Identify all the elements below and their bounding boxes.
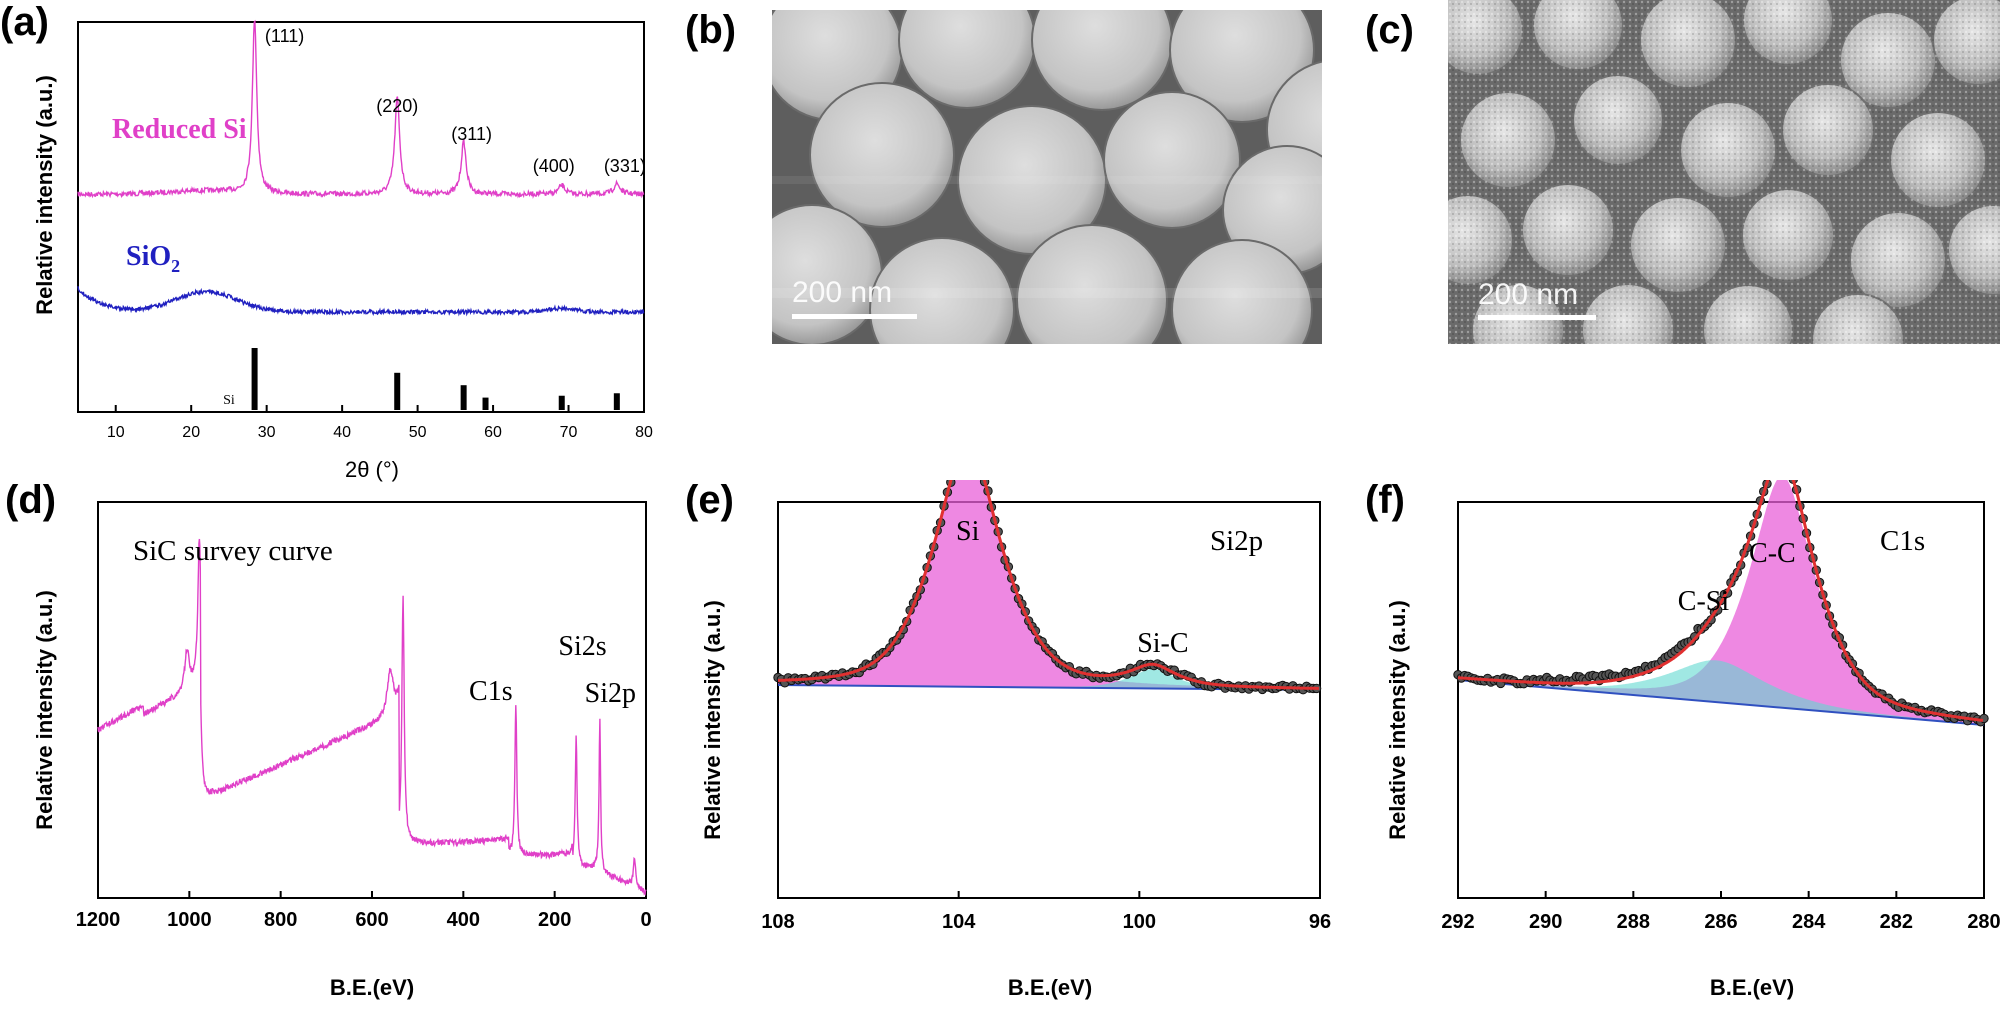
f-plot-tick-label: 286: [1704, 911, 1737, 933]
panel-letter-f: (f): [1365, 478, 1405, 522]
d-peak-annotation: Si2p: [585, 678, 636, 709]
a-tick-label: 80: [635, 424, 653, 441]
f-xlabel: B.E.(eV): [1710, 975, 1794, 1000]
f-plot-tick-label: 290: [1529, 911, 1562, 933]
a-reference-stick: [460, 385, 467, 410]
e-plot-tick-label: 104: [942, 911, 976, 933]
d-peak-annotation: Si2s: [558, 631, 606, 662]
a-tick-label: 50: [409, 424, 427, 441]
f-plot-tick-label: 288: [1617, 911, 1650, 933]
panel-letter-b: (b): [685, 8, 737, 52]
panel-letter-c: (c): [1365, 8, 1414, 52]
e-plot-component-sic: [778, 669, 1320, 690]
chart-a-xrd: 10 20 30 40 50 60 70 80 (111) (220) (311) (400) (331…: [32, 19, 653, 482]
a-xlabel: 2θ (°): [345, 457, 399, 482]
a-reference-stick: [482, 397, 489, 410]
a-series-sio2: [77, 286, 645, 317]
sem-c-spheres: [1448, 0, 2000, 344]
d-ylabel: Relative intensity (a.u.): [32, 590, 57, 830]
e-plot-frame: [777, 501, 1321, 899]
a-tick-label: 70: [560, 424, 578, 441]
a-legend-reduced: Reduced Si: [112, 114, 247, 145]
chart-e-si2p: 108 104 100 96 Si Si-C Relative intensity (a.…: [700, 480, 1331, 1000]
e-plot-envelope-fit: [777, 480, 1319, 690]
panel-letter-e: (e): [685, 478, 734, 522]
a-tick-label: 60: [484, 424, 502, 441]
a-peak-label: (400): [533, 156, 575, 176]
e-title: Si2p: [1210, 525, 1263, 557]
a-tick-label: 20: [182, 424, 200, 441]
a-reference-stick: [394, 372, 401, 410]
a-ylabel: Relative intensity (a.u.): [32, 75, 57, 315]
chart-f-c1s: 292 290 288 286 284 282 280 C-C C-Si Relative in…: [1385, 480, 2000, 1000]
a-reference-stick: [251, 348, 258, 410]
sem-b-spheres: [772, 10, 1322, 344]
f-plot-component-csi: [1458, 660, 1984, 725]
d-xlabel: B.E.(eV): [330, 975, 414, 1000]
e-plot-tick-label: 108: [761, 911, 794, 933]
sem-c-scale-bar: [1478, 315, 1596, 320]
sem-b-scale-bar: [792, 314, 917, 319]
a-peak-label: (311): [451, 124, 492, 144]
a-reference-label: Si: [223, 393, 235, 408]
a-legend-sio2: SiO2: [126, 241, 180, 276]
a-reference-stick: [558, 395, 565, 410]
d-tick-label: 200: [538, 909, 571, 931]
sem-c-scale-label: 200 nm: [1478, 278, 1579, 311]
f-plot-peak-annotation: C-C: [1749, 538, 1796, 569]
d-tick-label: 0: [640, 909, 651, 931]
e-xlabel: B.E.(eV): [1008, 975, 1092, 1000]
a-tick-label: 30: [258, 424, 276, 441]
d-tick-label: 600: [355, 909, 388, 931]
e-plot-tick-label: 100: [1123, 911, 1156, 933]
d-series-survey: [97, 538, 647, 897]
d-tick-label: 800: [264, 909, 297, 931]
chart-d-survey: 1200 1000 800 600 400 200 0 C1s Si2s Si2p Relativ…: [32, 501, 652, 1000]
a-series-reduced-si: [77, 19, 645, 199]
f-plot-baseline: [1457, 679, 1985, 726]
d-tick-label: 400: [447, 909, 480, 931]
d-title: SiC survey curve: [133, 535, 333, 567]
e-plot-tick-label: 96: [1309, 911, 1331, 933]
a-tick-label: 40: [333, 424, 351, 441]
e-plot-peak-annotation: Si: [956, 516, 980, 547]
f-plot-tick-label: 282: [1880, 911, 1913, 933]
a-peak-label: (331): [604, 156, 646, 176]
d-tick-label: 1000: [167, 909, 212, 931]
a-tick-label: 10: [107, 424, 125, 441]
e-plot-component-si: [778, 480, 1320, 690]
a-plot-frame: [77, 21, 645, 413]
f-plot-peak-annotation: C-Si: [1678, 586, 1730, 617]
f-plot-raw-data: [1453, 480, 1989, 727]
a-peak-label: (111): [265, 26, 304, 46]
f-ylabel: Relative intensity (a.u.): [1385, 600, 1410, 840]
sem-b-scale-label: 200 nm: [792, 276, 893, 309]
e-ylabel: Relative intensity (a.u.): [700, 600, 725, 840]
d-tick-label: 1200: [76, 909, 121, 931]
sem-image-b: 200 nm: [772, 10, 1322, 344]
f-plot-tick-label: 284: [1792, 911, 1826, 933]
a-peak-label: (220): [376, 96, 418, 116]
e-plot-peak-annotation: Si-C: [1137, 628, 1188, 659]
d-peak-annotation: C1s: [469, 676, 513, 707]
sem-image-c: 200 nm: [1448, 0, 2000, 344]
f-plot-tick-label: 292: [1441, 911, 1474, 933]
panel-letter-a: (a): [0, 0, 49, 44]
a-reference-stick: [613, 393, 620, 410]
f-plot-tick-label: 280: [1967, 911, 2000, 933]
f-plot-envelope-fit: [1457, 480, 1984, 722]
f-title: C1s: [1880, 525, 1925, 557]
panel-letter-d: (d): [5, 478, 57, 522]
